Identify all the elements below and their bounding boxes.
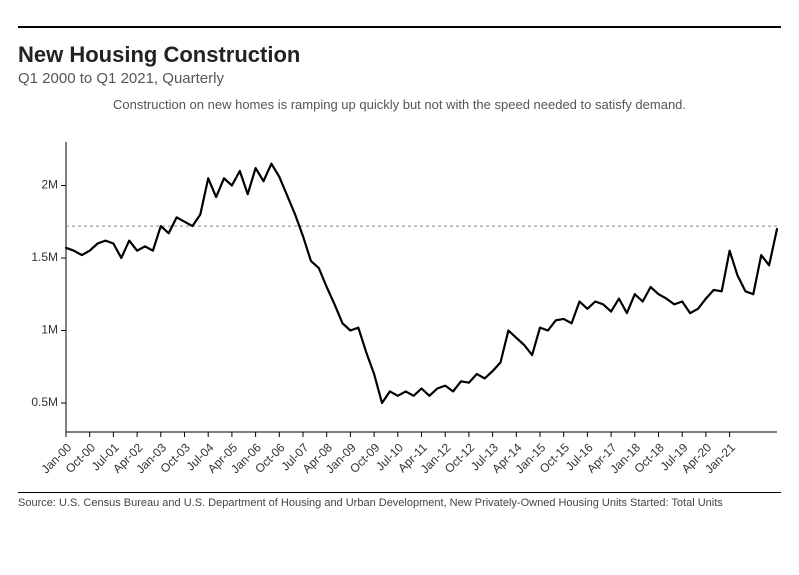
chart-subtitle: Q1 2000 to Q1 2021, Quarterly bbox=[18, 70, 781, 87]
data-line bbox=[66, 164, 777, 403]
chart-area: 0.5M1M1.5M2MJan-00Oct-00Jul-01Apr-02Jan-… bbox=[18, 112, 781, 492]
y-tick-label: 0.5M bbox=[31, 395, 58, 409]
y-tick-label: 1.5M bbox=[31, 250, 58, 264]
top-rule bbox=[18, 26, 781, 28]
y-tick-label: 2M bbox=[41, 178, 58, 192]
chart-source: Source: U.S. Census Bureau and U.S. Depa… bbox=[18, 493, 781, 509]
y-tick-label: 1M bbox=[41, 323, 58, 337]
chart-caption: Construction on new homes is ramping up … bbox=[18, 97, 781, 112]
line-chart: 0.5M1M1.5M2MJan-00Oct-00Jul-01Apr-02Jan-… bbox=[18, 112, 781, 492]
chart-title: New Housing Construction bbox=[18, 42, 781, 68]
chart-page: { "title": "New Housing Construction", "… bbox=[0, 0, 799, 575]
